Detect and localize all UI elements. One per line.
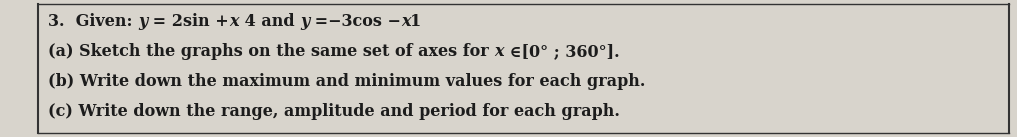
Text: x: x (401, 14, 411, 31)
Text: y: y (300, 14, 309, 31)
Text: =−3cos −: =−3cos − (309, 14, 401, 31)
Text: = 2sin +: = 2sin + (147, 14, 229, 31)
Text: ∈[0° ; 360°].: ∈[0° ; 360°]. (503, 44, 619, 61)
Text: (c) Write down the range, amplitude and period for each graph.: (c) Write down the range, amplitude and … (48, 103, 620, 121)
Text: x: x (229, 14, 239, 31)
Text: x: x (494, 44, 503, 61)
Text: (a) Sketch the graphs on the same set of axes for: (a) Sketch the graphs on the same set of… (48, 44, 494, 61)
Text: (b) Write down the maximum and minimum values for each graph.: (b) Write down the maximum and minimum v… (48, 73, 646, 91)
Text: y: y (138, 14, 147, 31)
Text: 1: 1 (411, 14, 422, 31)
Text: 4 and: 4 and (239, 14, 300, 31)
Text: 3.  Given:: 3. Given: (48, 14, 138, 31)
